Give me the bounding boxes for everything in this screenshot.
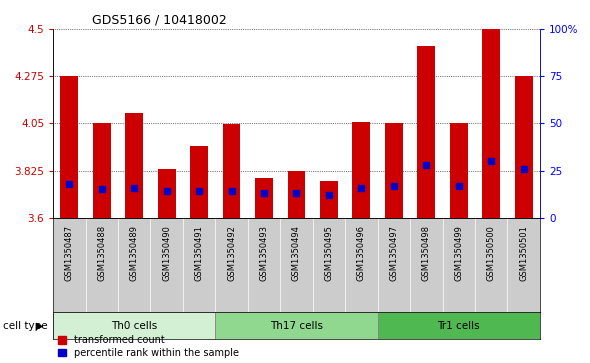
Text: GSM1350487: GSM1350487 <box>65 225 74 281</box>
Text: Th17 cells: Th17 cells <box>270 321 323 331</box>
Bar <box>450 123 468 218</box>
Bar <box>255 178 273 218</box>
Text: GSM1350493: GSM1350493 <box>260 225 268 281</box>
Text: GSM1350488: GSM1350488 <box>97 225 106 281</box>
Bar <box>53 312 215 339</box>
Text: GSM1350489: GSM1350489 <box>130 225 139 281</box>
Text: GSM1350501: GSM1350501 <box>519 225 528 281</box>
Text: GSM1350498: GSM1350498 <box>422 225 431 281</box>
Bar <box>60 76 78 218</box>
Bar <box>125 113 143 218</box>
Bar <box>158 168 176 218</box>
Bar <box>378 312 540 339</box>
Bar <box>222 125 241 218</box>
Bar <box>352 122 371 218</box>
Bar <box>93 123 111 218</box>
Text: GDS5166 / 10418002: GDS5166 / 10418002 <box>92 13 227 26</box>
Bar <box>287 171 306 218</box>
Text: cell type: cell type <box>3 321 48 331</box>
Text: GSM1350490: GSM1350490 <box>162 225 171 281</box>
Bar <box>514 76 533 218</box>
Text: Tr1 cells: Tr1 cells <box>437 321 480 331</box>
Bar <box>320 181 338 218</box>
Text: GSM1350497: GSM1350497 <box>389 225 398 281</box>
Bar <box>215 312 378 339</box>
Text: GSM1350492: GSM1350492 <box>227 225 236 281</box>
Bar <box>385 123 403 218</box>
Text: GSM1350495: GSM1350495 <box>324 225 333 281</box>
Text: GSM1350496: GSM1350496 <box>357 225 366 281</box>
Text: Th0 cells: Th0 cells <box>111 321 158 331</box>
Bar <box>482 29 500 218</box>
Text: GSM1350491: GSM1350491 <box>195 225 204 281</box>
Text: GSM1350500: GSM1350500 <box>487 225 496 281</box>
Legend: transformed count, percentile rank within the sample: transformed count, percentile rank withi… <box>58 335 238 358</box>
Text: GSM1350499: GSM1350499 <box>454 225 463 281</box>
Bar <box>190 147 208 218</box>
Text: GSM1350494: GSM1350494 <box>292 225 301 281</box>
Bar <box>417 46 435 218</box>
Text: ▶: ▶ <box>35 321 43 331</box>
